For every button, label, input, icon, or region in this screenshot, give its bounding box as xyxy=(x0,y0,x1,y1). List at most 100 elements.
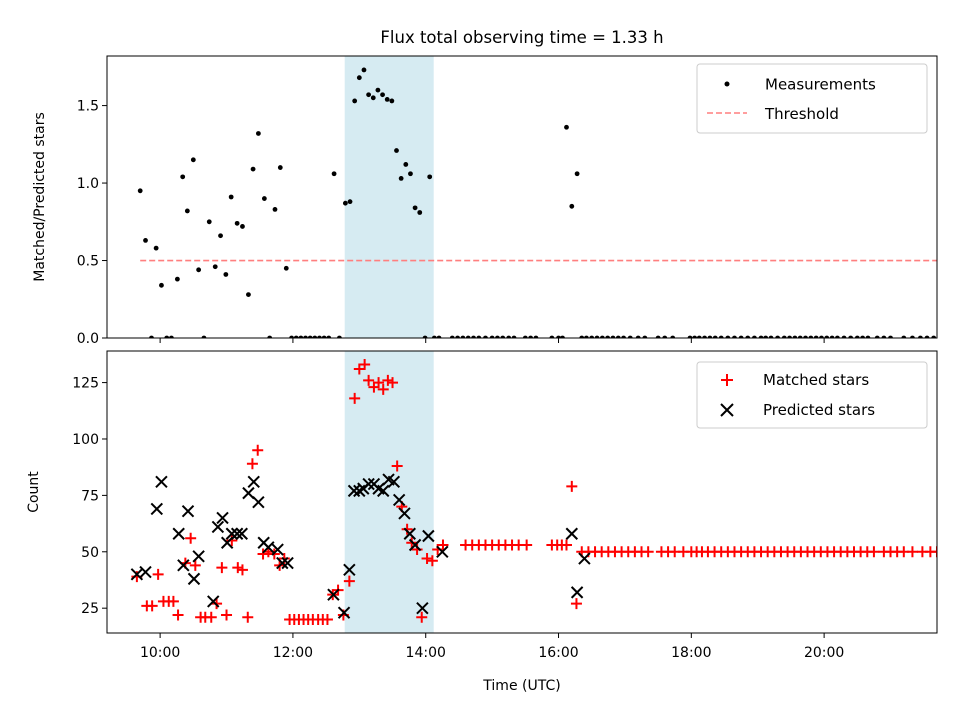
predicted-star-point xyxy=(207,595,220,608)
measurement-point xyxy=(289,335,294,338)
matched-star-point xyxy=(868,546,880,558)
measurement-point xyxy=(277,165,283,170)
matched-star-point xyxy=(570,598,582,610)
bottom-xtick-label: 14:00 xyxy=(406,645,446,661)
predicted-star-point xyxy=(155,475,168,489)
predicted-star-point xyxy=(436,545,449,558)
measurement-point xyxy=(775,335,781,338)
predicted-star-point xyxy=(262,541,275,554)
measurement-point xyxy=(375,87,381,93)
measurement-point xyxy=(184,208,190,214)
predicted-star-point xyxy=(192,550,205,563)
measurement-point xyxy=(326,335,332,338)
measurement-point xyxy=(752,335,757,338)
measurement-point xyxy=(384,96,390,102)
matched-star-point xyxy=(426,555,438,567)
predicted-star-point xyxy=(578,552,591,565)
measurement-point xyxy=(201,335,207,338)
measurement-point xyxy=(408,171,413,177)
top-ytick-label: 1.5 xyxy=(77,99,99,115)
measurement-point xyxy=(931,335,937,338)
measurement-point xyxy=(511,335,517,338)
top-ytick-label: 0.5 xyxy=(77,254,99,270)
measurement-point xyxy=(605,335,611,338)
measurement-point xyxy=(797,335,803,338)
measurement-point xyxy=(901,335,907,338)
bottom-ytick-label: 50 xyxy=(81,545,99,561)
measurement-point xyxy=(436,335,442,338)
measurement-point xyxy=(702,335,707,338)
measurement-point xyxy=(449,335,455,338)
measurement-point xyxy=(560,335,565,338)
measurement-point xyxy=(865,335,871,338)
measurement-point xyxy=(841,335,847,338)
matched-star-point xyxy=(321,613,333,625)
measurement-point xyxy=(174,276,180,282)
predicted-star-point xyxy=(337,606,351,619)
measurement-point xyxy=(412,205,418,211)
bottom-xtick-label: 12:00 xyxy=(273,645,313,661)
bottom-y-label: Count xyxy=(26,471,42,513)
measurement-point xyxy=(687,335,693,338)
measurement-point xyxy=(725,335,731,338)
measurement-point xyxy=(255,131,261,136)
predicted-star-point xyxy=(271,543,284,556)
legend-label-matched: Matched stars xyxy=(763,371,869,389)
measurement-point xyxy=(627,335,633,338)
measurement-point xyxy=(317,335,322,338)
predicted-star-point xyxy=(252,495,265,509)
predicted-star-point xyxy=(225,527,239,540)
measurement-point xyxy=(584,335,589,338)
measurement-point xyxy=(153,245,159,251)
measurement-point xyxy=(455,335,460,338)
bottom-y-axis: 25 50 75 100 125 xyxy=(72,376,107,617)
measurement-point xyxy=(768,335,774,338)
measurement-point xyxy=(881,335,887,338)
measurement-point xyxy=(398,176,404,181)
measurement-point xyxy=(272,206,278,212)
measurement-point xyxy=(431,335,437,338)
legend-label-measurements: Measurements xyxy=(765,76,876,94)
measurement-point xyxy=(476,335,482,338)
measurement-point xyxy=(370,95,376,101)
bottom-panel: 25 50 75 100 125 10:00 12:00 14:00 16:00 18:00 20… xyxy=(26,350,938,694)
measurement-point xyxy=(380,92,385,98)
matched-star-point xyxy=(146,600,158,612)
predicted-star-point xyxy=(220,536,234,549)
measurement-point xyxy=(169,335,174,338)
predicted-star-point xyxy=(235,527,248,540)
legend-marker-matched xyxy=(721,374,733,386)
predicted-star-point xyxy=(211,520,225,534)
measurement-point xyxy=(792,335,798,338)
matched-star-point xyxy=(363,374,375,386)
measurement-point xyxy=(835,335,840,338)
predicted-star-point xyxy=(398,507,411,520)
measurement-point xyxy=(218,233,223,239)
measurement-point xyxy=(267,335,273,338)
measurement-point xyxy=(589,335,595,338)
measurement-point xyxy=(819,335,824,338)
matched-star-point xyxy=(167,595,179,607)
matched-star-point xyxy=(343,575,355,587)
measurement-point xyxy=(599,335,605,338)
measurement-point xyxy=(854,335,860,338)
measurement-point xyxy=(307,335,313,338)
measurement-point xyxy=(642,335,648,338)
measurement-point xyxy=(824,335,830,338)
measurement-point xyxy=(149,335,154,338)
matched-star-point xyxy=(172,609,184,621)
measurement-point xyxy=(707,335,713,338)
measurement-point xyxy=(483,335,488,338)
top-ytick-label: 0.0 xyxy=(77,331,99,347)
matched-star-point xyxy=(359,359,371,371)
measurement-point xyxy=(196,267,202,273)
predicted-star-point xyxy=(281,556,294,570)
matched-star-point xyxy=(421,553,433,565)
legend-marker-predicted xyxy=(720,403,734,417)
measurement-point xyxy=(813,335,819,338)
top-legend: Measurements Threshold xyxy=(696,63,928,134)
matched-star-point xyxy=(257,548,269,560)
matched-star-point xyxy=(236,564,248,576)
matched-star-point xyxy=(252,444,264,456)
measurement-point xyxy=(422,335,428,338)
